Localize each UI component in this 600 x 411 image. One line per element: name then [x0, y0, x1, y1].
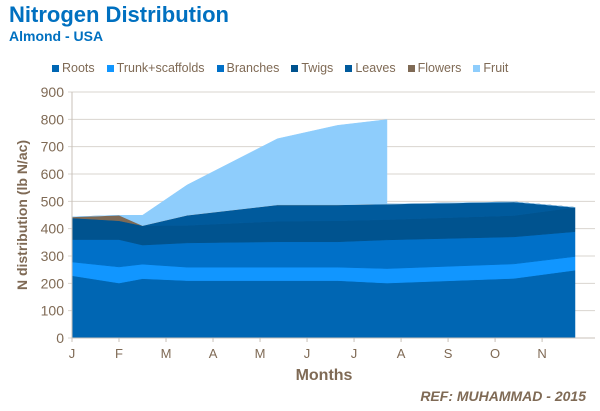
x-tick-label: M [255, 346, 266, 361]
x-tick-label: O [490, 346, 500, 361]
x-tick-label: A [209, 346, 218, 361]
chart-title: Nitrogen Distribution [9, 2, 229, 27]
x-tick-label: J [69, 346, 76, 361]
legend-label: Branches [226, 61, 280, 75]
x-tick-label: A [397, 346, 406, 361]
x-tick-label: J [351, 346, 358, 361]
y-tick-label: 700 [41, 139, 65, 155]
legend-swatch [345, 64, 353, 72]
y-tick-label: 200 [41, 275, 65, 291]
legend-item: Trunk+scaffolds [106, 61, 205, 75]
legend-label: Twigs [301, 61, 334, 75]
y-axis-title: N distribution (lb N/ac) [14, 140, 30, 290]
legend-swatch [291, 64, 299, 72]
legend-label: Leaves [355, 61, 396, 75]
x-tick-label: M [161, 346, 172, 361]
legend: Roots Trunk+scaffolds Branches Twigs Leaves F… [52, 61, 508, 75]
legend-swatch [473, 64, 481, 72]
legend-item: Fruit [473, 61, 508, 75]
y-tick-label: 0 [56, 330, 64, 346]
legend-item: Roots [52, 61, 95, 75]
legend-swatch [407, 64, 415, 72]
x-tick-label: N [537, 346, 546, 361]
y-tick-label: 800 [41, 111, 65, 127]
x-tick-label: F [115, 346, 123, 361]
y-tick-label: 300 [41, 248, 65, 264]
legend-item: Twigs [291, 61, 333, 75]
y-tick-label: 400 [41, 221, 65, 237]
chart-subtitle: Almond - USA [9, 28, 104, 44]
x-tick-label: J [304, 346, 311, 361]
y-tick-label: 600 [41, 166, 65, 182]
reference-note: REF: MUHAMMAD - 2015 [420, 388, 586, 404]
legend-swatch [216, 64, 224, 72]
y-tick-label: 500 [41, 193, 65, 209]
legend-item: Flowers [407, 61, 462, 75]
area-fruit [71, 119, 576, 226]
legend-label: Flowers [417, 61, 462, 75]
legend-item: Leaves [345, 61, 396, 75]
legend-label: Fruit [483, 61, 509, 75]
legend-item: Branches [216, 61, 280, 75]
x-tick-label: S [444, 346, 453, 361]
y-tick-label: 100 [41, 303, 65, 319]
legend-label: Roots [62, 61, 95, 75]
y-tick-label: 900 [41, 84, 65, 100]
x-axis-title: Months [296, 367, 353, 384]
legend-label: Trunk+scaffolds [116, 61, 205, 75]
legend-swatch [52, 64, 59, 72]
legend-swatch [106, 64, 114, 72]
